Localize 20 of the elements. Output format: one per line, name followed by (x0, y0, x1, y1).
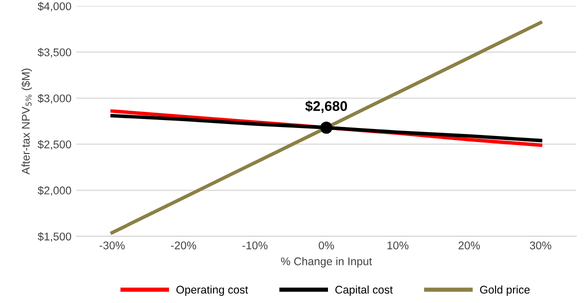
y-axis-title: After-tax NPV$_{5%}$ ($M) (21, 68, 32, 175)
y-tick-label: $2,500 (38, 140, 72, 150)
annotation: $2,680 (305, 100, 348, 114)
y-tick-label: $4,000 (38, 2, 72, 12)
y-tick-label: $3,500 (38, 48, 72, 58)
x-tick-label: -10% (242, 241, 268, 250)
x-tick-label: 0% (318, 241, 334, 250)
x-axis-title: % Change in Input (281, 257, 372, 268)
legend-label: Operating cost (176, 285, 248, 296)
line-series (110, 20, 542, 234)
legend-label: Capital cost (335, 285, 393, 296)
y-tick-label: $3,000 (38, 94, 72, 104)
x-tick-label: 20% (458, 241, 480, 250)
x-tick-label: -20% (171, 241, 196, 250)
y-tick-label: $2,000 (38, 186, 72, 196)
x-tick-label: 10% (387, 241, 408, 250)
x-tick-label: 30% (530, 241, 552, 250)
y-tick-label: $1,500 (38, 232, 72, 242)
x-tick-label: -30% (100, 241, 125, 250)
legend-label: Gold price (480, 285, 530, 296)
